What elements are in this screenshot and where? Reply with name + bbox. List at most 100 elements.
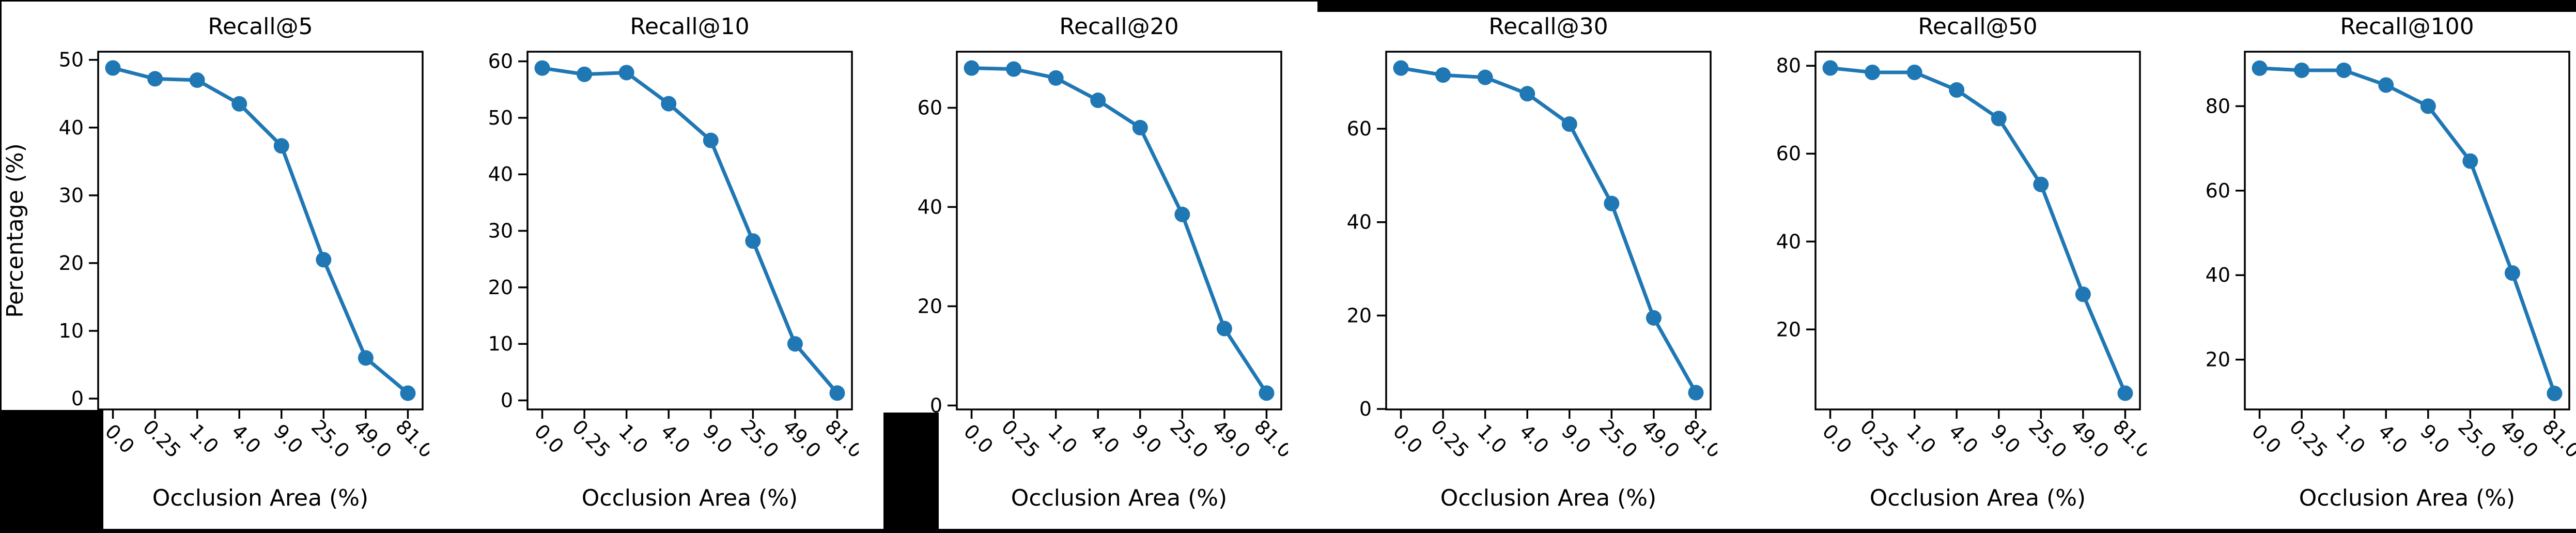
chart-panel-recall-100: 20 40 60 80 0.0 0.25 1.0 4.0 9.0 25.0 49.0 81.0 Reca… — [2147, 0, 2576, 533]
chart-panel-recall-5: 0 10 20 30 40 50 0.0 0.25 1.0 4.0 9.0 25.0 49.0 81.0 R… — [0, 0, 429, 533]
data-point — [1216, 321, 1232, 337]
data-point — [2378, 77, 2394, 93]
figure-top-border — [0, 0, 1317, 2]
x-tick-label: 81.0 — [391, 415, 429, 462]
data-point — [1949, 82, 1965, 98]
data-point — [1865, 64, 1881, 80]
x-axis-label: Occlusion Area (%) — [2299, 485, 2515, 511]
x-tick-label: 1.0 — [1902, 420, 1941, 458]
data-point — [147, 71, 163, 87]
x-tick-label: 25.0 — [2454, 415, 2501, 462]
x-tick-label: 1.0 — [185, 420, 223, 458]
y-tick-label: 60 — [488, 50, 513, 73]
x-tick-label: 0.0 — [2247, 420, 2286, 458]
y-tick-label: 40 — [918, 195, 942, 218]
data-point — [1646, 310, 1662, 326]
data-point — [1048, 70, 1064, 86]
y-tick-label: 20 — [918, 295, 942, 317]
y-tick-label: 10 — [59, 319, 84, 342]
y-tick-label: 80 — [1776, 54, 1801, 77]
chart-svg-4: 20 40 60 80 0.0 0.25 1.0 4.0 9.0 25.049.081.0 Reca… — [1776, 13, 2147, 511]
data-point — [2420, 98, 2436, 114]
plot-border — [1814, 51, 2141, 410]
x-tick-label: 0.25 — [1856, 415, 1903, 462]
x-tick-label: 49.0 — [1637, 415, 1684, 462]
data-point — [2336, 62, 2352, 78]
plot-border — [1385, 51, 1712, 410]
data-point — [1477, 69, 1493, 85]
data-point — [2547, 385, 2563, 401]
data-point — [1822, 60, 1838, 76]
y-tick-label: 20 — [1776, 318, 1801, 341]
data-point — [105, 60, 121, 76]
data-point — [618, 65, 634, 81]
y-tick-label: 50 — [59, 49, 84, 71]
data-point — [1393, 60, 1409, 76]
redaction-bar-top-right — [1317, 0, 2576, 12]
x-tick-label: 9.0 — [1987, 420, 2025, 458]
y-tick-label: 60 — [2206, 179, 2230, 202]
y-tick-label: 10 — [488, 332, 513, 355]
x-axis-label: Occlusion Area (%) — [582, 485, 798, 511]
y-tick-label: 20 — [1347, 304, 1372, 327]
y-tick-label: 40 — [2206, 264, 2230, 286]
data-point — [189, 72, 205, 88]
x-tick-label: 1.0 — [2332, 420, 2370, 458]
x-tick-label: 4.0 — [227, 420, 265, 458]
x-tick-label: 81.0 — [2108, 415, 2147, 462]
data-point — [787, 336, 803, 352]
y-tick-label: 60 — [918, 96, 942, 119]
data-point — [2252, 60, 2268, 76]
x-tick-label: 49.0 — [779, 415, 826, 462]
data-point — [534, 60, 550, 76]
plot-border — [956, 51, 1282, 410]
redaction-box-between-charts — [883, 413, 939, 533]
data-point — [316, 252, 332, 268]
x-tick-label: 25.0 — [2024, 415, 2071, 462]
y-tick-label: 30 — [59, 184, 84, 207]
data-point — [1132, 119, 1148, 135]
x-tick-label: 0.0 — [101, 420, 139, 458]
x-axis-label: Occlusion Area (%) — [1440, 485, 1656, 511]
data-point — [577, 66, 593, 82]
data-point — [964, 60, 980, 76]
plot-border — [2244, 51, 2570, 410]
x-tick-label: 1.0 — [1473, 420, 1511, 458]
x-tick-label: 0.0 — [530, 420, 568, 458]
y-tick-label: 0 — [501, 389, 513, 412]
x-tick-label: 9.0 — [1128, 420, 1166, 458]
x-tick-label: 0.25 — [2285, 415, 2332, 462]
data-point — [661, 96, 677, 112]
data-point — [703, 132, 719, 148]
chart-panel-recall-50: 20 40 60 80 0.0 0.25 1.0 4.0 9.0 25.0 49.0 81.0 Reca… — [1717, 0, 2147, 533]
x-tick-label: 0.0 — [1818, 420, 1856, 458]
chart-title: Recall@10 — [630, 13, 749, 40]
data-point — [1519, 86, 1535, 102]
data-point — [2294, 62, 2310, 78]
data-point — [2075, 286, 2091, 302]
x-axis-label: Occlusion Area (%) — [1011, 485, 1227, 511]
x-tick-label: 9.0 — [269, 420, 307, 458]
chart-title: Recall@50 — [1918, 13, 2037, 40]
x-tick-label: 25.0 — [1595, 415, 1642, 462]
plot-border — [97, 51, 424, 410]
chart-panel-recall-30: 0 20 40 60 0.0 0.25 1.0 4.0 9.0 25.0 49.0 81.0 Recal… — [1288, 0, 1717, 533]
chart-title: Recall@30 — [1488, 13, 1608, 40]
x-tick-label: 49.0 — [2496, 415, 2543, 462]
data-point — [1991, 111, 2007, 127]
x-tick-label: 9.0 — [699, 420, 737, 458]
data-point — [358, 350, 374, 366]
x-tick-label: 81.0 — [820, 415, 859, 462]
x-tick-label: 9.0 — [2416, 420, 2454, 458]
y-tick-label: 30 — [488, 220, 513, 242]
data-point — [1006, 61, 1022, 77]
data-point — [745, 233, 761, 249]
x-tick-label: 0.25 — [997, 415, 1044, 462]
chart-panel-recall-20: 0 20 40 60 0.0 0.25 1.0 4.0 9.0 25.0 49.0 81.0 Recal… — [859, 0, 1288, 533]
y-tick-label: 20 — [488, 276, 513, 299]
y-tick-label: 20 — [59, 252, 84, 275]
x-tick-label: 81.0 — [1679, 415, 1717, 462]
data-point — [2033, 176, 2049, 192]
